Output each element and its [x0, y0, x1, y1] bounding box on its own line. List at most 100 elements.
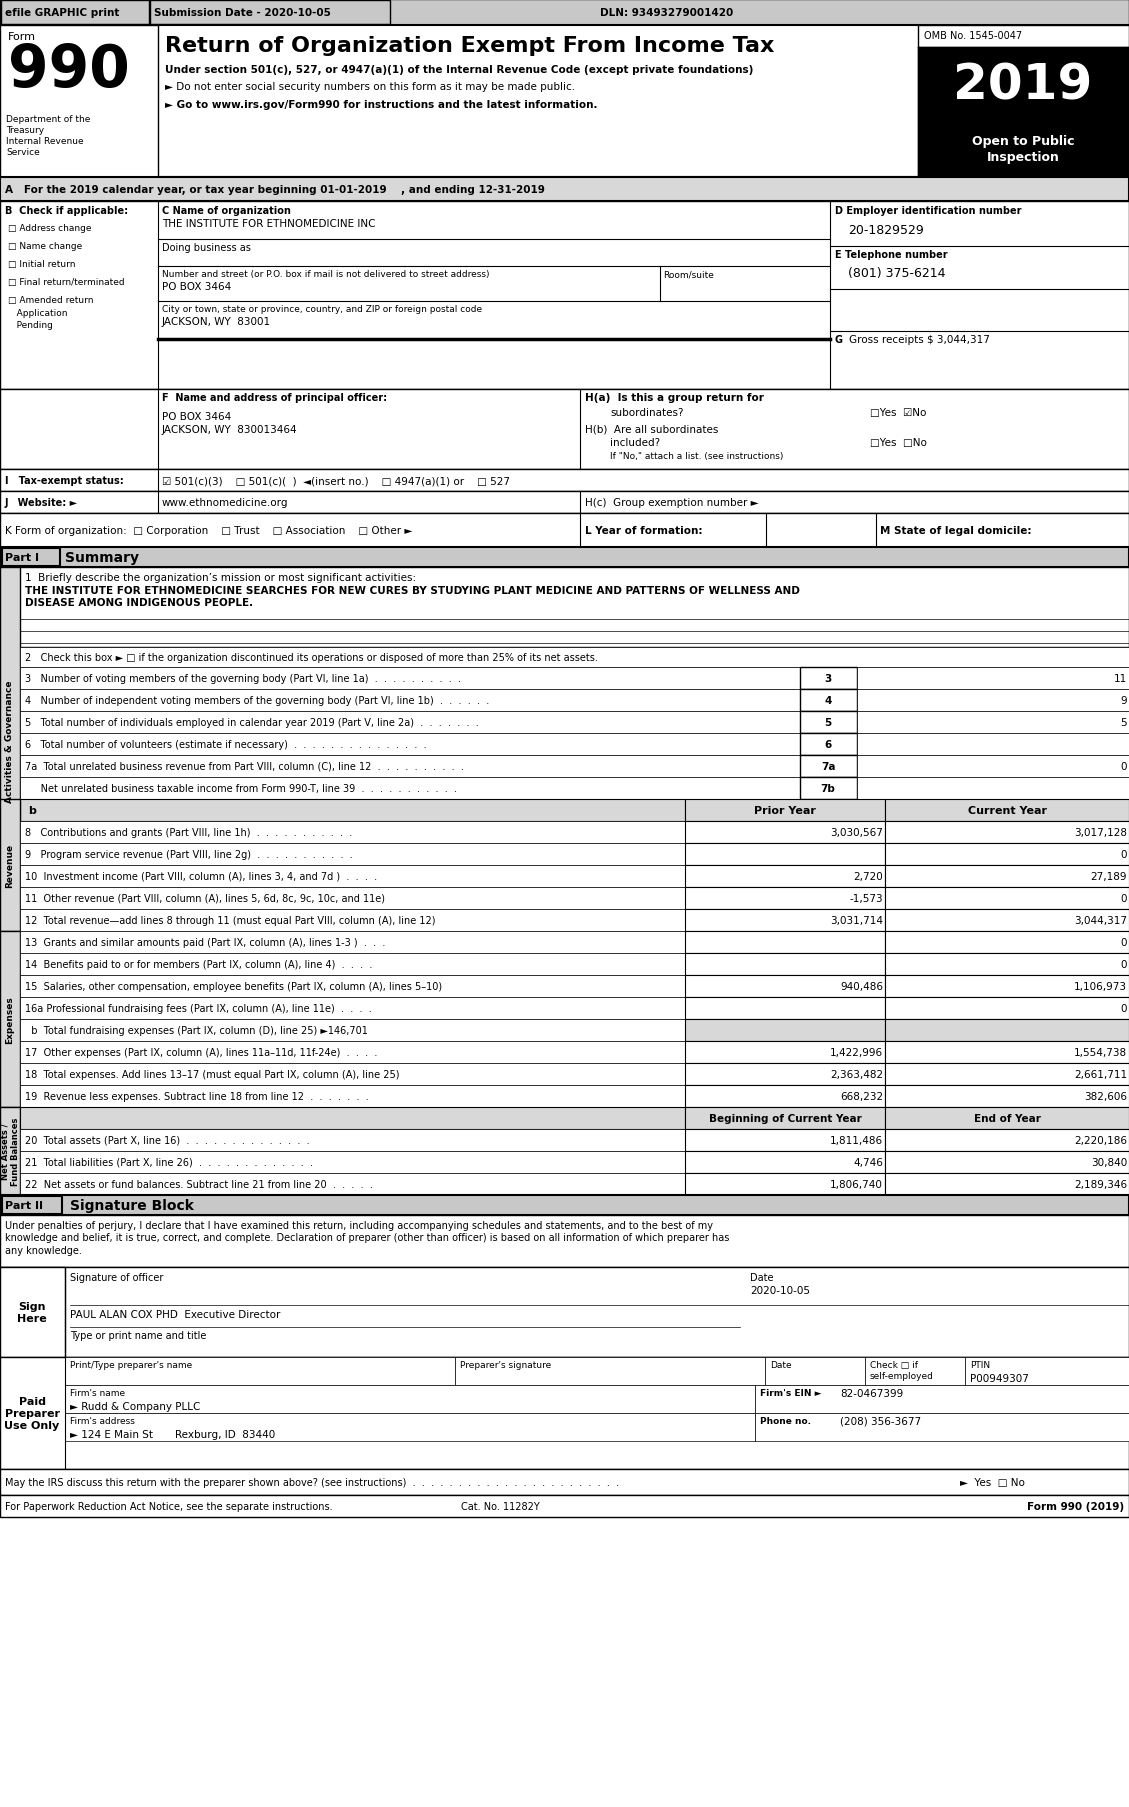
- Bar: [918, 123, 1129, 177]
- Text: 5: 5: [1120, 717, 1127, 728]
- Text: Activities & Governance: Activities & Governance: [6, 681, 15, 802]
- Text: -1,573: -1,573: [849, 893, 883, 904]
- Bar: [20, 1108, 685, 1129]
- Text: Form 990 (2019): Form 990 (2019): [1027, 1502, 1124, 1511]
- Bar: [20, 822, 685, 844]
- Text: Beginning of Current Year: Beginning of Current Year: [709, 1113, 861, 1124]
- Text: City or town, state or province, country, and ZIP or foreign postal code: City or town, state or province, country…: [161, 305, 482, 314]
- Text: 0: 0: [1120, 938, 1127, 947]
- Text: Signature of officer: Signature of officer: [70, 1272, 164, 1283]
- Bar: [685, 1151, 885, 1173]
- Bar: [857, 734, 1129, 755]
- Text: H(c)  Group exemption number ►: H(c) Group exemption number ►: [585, 497, 759, 508]
- Text: JACKSON, WY  830013464: JACKSON, WY 830013464: [161, 425, 298, 435]
- Text: Under section 501(c), 527, or 4947(a)(1) of the Internal Revenue Code (except pr: Under section 501(c), 527, or 4947(a)(1)…: [165, 65, 753, 74]
- Text: THE INSTITUTE FOR ETHNOMEDICINE SEARCHES FOR NEW CURES BY STUDYING PLANT MEDICIN: THE INSTITUTE FOR ETHNOMEDICINE SEARCHES…: [25, 585, 799, 609]
- Text: ► 124 E Main St: ► 124 E Main St: [70, 1429, 154, 1438]
- Bar: [0, 390, 1129, 470]
- Text: Prior Year: Prior Year: [754, 806, 816, 815]
- Bar: [65, 1413, 755, 1442]
- Bar: [0, 1469, 1129, 1494]
- Text: F  Name and address of principal officer:: F Name and address of principal officer:: [161, 392, 387, 403]
- Text: 990: 990: [8, 42, 130, 99]
- Text: (208) 356-3677: (208) 356-3677: [840, 1417, 921, 1426]
- Bar: [685, 1129, 885, 1151]
- Text: PO BOX 3464: PO BOX 3464: [161, 412, 231, 421]
- Text: 382,606: 382,606: [1084, 1091, 1127, 1102]
- Text: 11  Other revenue (Part VIII, column (A), lines 5, 6d, 8c, 9c, 10c, and 11e): 11 Other revenue (Part VIII, column (A),…: [25, 893, 385, 904]
- Text: P00949307: P00949307: [970, 1373, 1029, 1382]
- Bar: [65, 1386, 755, 1413]
- Text: 1,106,973: 1,106,973: [1074, 981, 1127, 992]
- Text: 2019: 2019: [953, 61, 1093, 108]
- Bar: [0, 1494, 1129, 1518]
- Text: DLN: 93493279001420: DLN: 93493279001420: [599, 7, 733, 18]
- Text: 4,746: 4,746: [854, 1156, 883, 1167]
- Text: ► Go to www.irs.gov/Form990 for instructions and the latest information.: ► Go to www.irs.gov/Form990 for instruct…: [165, 99, 597, 110]
- Text: 0: 0: [1120, 761, 1127, 772]
- Text: Under penalties of perjury, I declare that I have examined this return, includin: Under penalties of perjury, I declare th…: [5, 1220, 729, 1256]
- Bar: [0, 202, 1129, 390]
- Text: Application: Application: [8, 309, 68, 318]
- Bar: [20, 1151, 685, 1173]
- Bar: [918, 49, 1129, 123]
- Text: Preparer's signature: Preparer's signature: [460, 1361, 551, 1370]
- Text: 30,840: 30,840: [1091, 1156, 1127, 1167]
- Text: 20  Total assets (Part X, line 16)  .  .  .  .  .  .  .  .  .  .  .  .  .  .: 20 Total assets (Part X, line 16) . . . …: [25, 1135, 309, 1146]
- Text: Phone no.: Phone no.: [760, 1417, 811, 1426]
- Text: 1  Briefly describe the organization’s mission or most significant activities:: 1 Briefly describe the organization’s mi…: [25, 573, 417, 582]
- Text: K Form of organization:  □ Corporation    □ Trust    □ Association    □ Other ►: K Form of organization: □ Corporation □ …: [5, 526, 412, 535]
- Text: 2,720: 2,720: [854, 871, 883, 882]
- Text: Cat. No. 11282Y: Cat. No. 11282Y: [461, 1502, 540, 1511]
- Bar: [20, 1129, 685, 1151]
- Bar: [885, 976, 1129, 997]
- Text: 0: 0: [1120, 893, 1127, 904]
- Bar: [685, 909, 885, 931]
- Text: 2   Check this box ► □ if the organization discontinued its operations or dispos: 2 Check this box ► □ if the organization…: [25, 652, 598, 663]
- Bar: [0, 470, 1129, 492]
- Text: If "No," attach a list. (see instructions): If "No," attach a list. (see instruction…: [610, 452, 784, 461]
- Bar: [0, 177, 1129, 202]
- Text: Net unrelated business taxable income from Form 990-T, line 39  .  .  .  .  .  .: Net unrelated business taxable income fr…: [25, 784, 457, 793]
- Text: ►  Yes  □ No: ► Yes □ No: [960, 1476, 1025, 1487]
- Text: E Telephone number: E Telephone number: [835, 249, 947, 260]
- Text: Paid
Preparer
Use Only: Paid Preparer Use Only: [5, 1395, 60, 1431]
- Text: L Year of formation:: L Year of formation:: [585, 526, 702, 535]
- Text: 5: 5: [824, 717, 832, 728]
- Bar: [20, 954, 685, 976]
- Text: included?: included?: [610, 437, 660, 448]
- Text: 15  Salaries, other compensation, employee benefits (Part IX, column (A), lines : 15 Salaries, other compensation, employe…: [25, 981, 443, 992]
- Bar: [885, 1019, 1129, 1041]
- Bar: [885, 844, 1129, 866]
- Text: □Yes  ☑No: □Yes ☑No: [870, 408, 927, 417]
- Text: 0: 0: [1120, 960, 1127, 970]
- Text: 0: 0: [1120, 1003, 1127, 1014]
- Bar: [2, 549, 60, 567]
- Bar: [0, 567, 1129, 647]
- Bar: [885, 887, 1129, 909]
- Bar: [20, 777, 800, 799]
- Bar: [755, 1413, 1129, 1442]
- Bar: [885, 1086, 1129, 1108]
- Text: 2,363,482: 2,363,482: [830, 1070, 883, 1079]
- Text: 3,017,128: 3,017,128: [1074, 828, 1127, 837]
- Bar: [0, 1357, 1129, 1469]
- Text: 2,220,186: 2,220,186: [1074, 1135, 1127, 1146]
- Bar: [685, 931, 885, 954]
- Text: 17  Other expenses (Part IX, column (A), lines 11a–11d, 11f-24e)  .  .  .  .: 17 Other expenses (Part IX, column (A), …: [25, 1048, 377, 1057]
- Text: 20-1829529: 20-1829529: [848, 224, 924, 237]
- Text: End of Year: End of Year: [973, 1113, 1041, 1124]
- Bar: [800, 690, 857, 712]
- Text: □ Initial return: □ Initial return: [8, 260, 76, 269]
- Text: May the IRS discuss this return with the preparer shown above? (see instructions: May the IRS discuss this return with the…: [5, 1476, 619, 1487]
- Text: 4: 4: [824, 696, 832, 705]
- Bar: [885, 1041, 1129, 1063]
- Text: Service: Service: [6, 148, 40, 157]
- Text: www.ethnomedicine.org: www.ethnomedicine.org: [161, 497, 289, 508]
- Text: 7a: 7a: [821, 761, 835, 772]
- Bar: [20, 1041, 685, 1063]
- Text: C Name of organization: C Name of organization: [161, 206, 291, 215]
- Text: (801) 375-6214: (801) 375-6214: [848, 267, 945, 280]
- Text: Expenses: Expenses: [6, 996, 15, 1043]
- Text: □ Final return/terminated: □ Final return/terminated: [8, 278, 124, 287]
